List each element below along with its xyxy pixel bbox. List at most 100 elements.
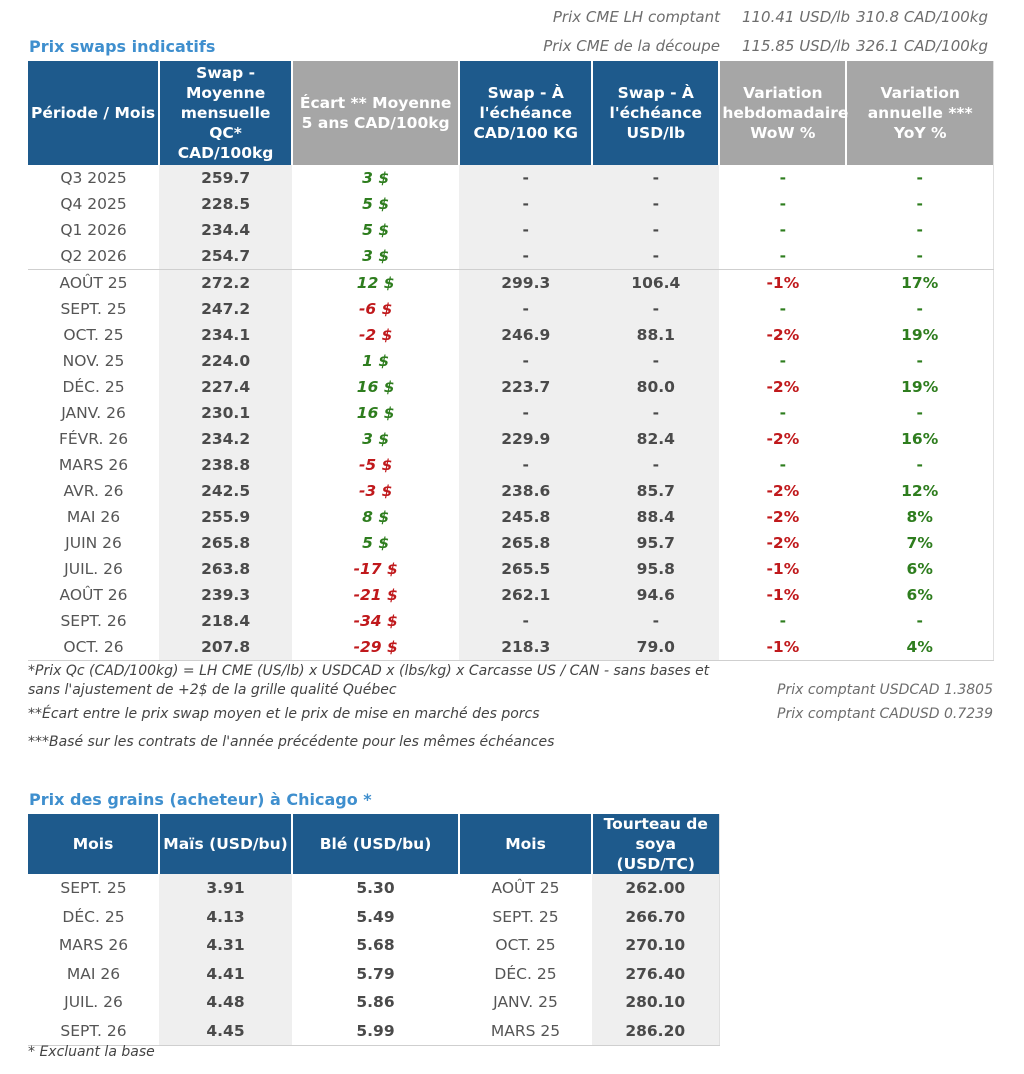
usdcad-rate: Prix comptant USDCAD 1.3805 [777, 682, 993, 698]
footnote-1-line-2: sans l'ajustement de +2$ de la grille qu… [28, 682, 397, 698]
cell-wow: -1% [766, 586, 800, 604]
cell-mais: 4.45 [159, 1016, 292, 1046]
table-row: DÉC. 25 227.4 16 $ 223.7 80.0 -2% 19% [28, 374, 994, 400]
cell-swap-cad: 299.3 [459, 269, 593, 296]
header-mais: Maïs (USD/bu) [158, 814, 292, 874]
cell-periode: DÉC. 25 [62, 378, 125, 396]
cell-swap-moyenne: 227.4 [159, 374, 293, 400]
grains-header-row: Mois Maïs (USD/bu) Blé (USD/bu) Mois Tou… [28, 814, 719, 874]
cell-yoy: 19% [901, 378, 939, 396]
table-row: SEPT. 25 247.2 -6 $ - - - - [28, 296, 994, 322]
cell-periode: JUIN 26 [65, 534, 122, 552]
cell-swap-usd: - [592, 452, 720, 478]
cell-ecart: -17 $ [353, 560, 398, 578]
cell-wow: -2% [766, 326, 800, 344]
cell-swap-cad: - [459, 217, 593, 243]
cell-wow: - [779, 456, 787, 474]
grains-table: Mois Maïs (USD/bu) Blé (USD/bu) Mois Tou… [28, 814, 720, 1046]
cell-wow: -2% [766, 378, 800, 396]
table-row: Q3 2025 259.7 3 $ - - - - [28, 165, 994, 191]
cell-ecart: -34 $ [353, 612, 398, 630]
cell-swap-moyenne: 238.8 [159, 452, 293, 478]
cell-tourteau: 276.40 [592, 959, 719, 988]
table-row: MARS 26 4.31 5.68 OCT. 25 270.10 [28, 931, 719, 960]
cell-swap-moyenne: 255.9 [159, 504, 293, 530]
cell-swap-cad: 218.3 [459, 634, 593, 661]
cell-periode: SEPT. 25 [60, 300, 127, 318]
cell-swap-usd: 82.4 [592, 426, 720, 452]
cell-periode: AOÛT 26 [59, 586, 128, 604]
cme-lh-usd: 110.41 USD/lb [741, 8, 850, 26]
cell-swap-moyenne: 230.1 [159, 400, 293, 426]
header-mois-grains: Mois [28, 814, 159, 874]
cell-periode: OCT. 26 [63, 638, 124, 656]
cell-swap-moyenne: 234.1 [159, 322, 293, 348]
cell-periode: AVR. 26 [63, 482, 124, 500]
footnote-1-line-1: *Prix Qc (CAD/100kg) = LH CME (US/lb) x … [28, 663, 710, 679]
cell-swap-moyenne: 234.2 [159, 426, 293, 452]
cell-swap-cad: 246.9 [459, 322, 593, 348]
cell-swap-cad: - [459, 165, 593, 191]
cell-ble: 5.68 [356, 936, 395, 955]
cell-swap-moyenne: 207.8 [159, 634, 293, 661]
cell-mois-soya: AOÛT 25 [491, 879, 560, 898]
table-row: JUIN 26 265.8 5 $265.8 95.7 -2% 7% [28, 530, 994, 556]
cell-ecart: 16 $ [356, 404, 395, 422]
cell-yoy: - [916, 169, 923, 187]
cell-mais: 4.48 [159, 988, 292, 1017]
cell-yoy: - [916, 221, 923, 239]
cell-yoy: - [916, 404, 923, 422]
cell-yoy: - [916, 247, 923, 265]
cell-ecart: -21 $ [353, 586, 398, 604]
cell-periode: JUIL. 26 [64, 560, 123, 578]
cell-swap-usd: 95.7 [592, 530, 720, 556]
cell-swap-cad: - [459, 348, 593, 374]
table-row: SEPT. 26 4.45 5.99 MARS 25 286.20 [28, 1016, 719, 1046]
cell-yoy: - [916, 300, 923, 318]
cell-mois: SEPT. 25 [60, 879, 127, 898]
header-ble: Blé (USD/bu) [291, 814, 459, 874]
cell-swap-moyenne: 265.8 [159, 530, 293, 556]
cell-yoy: - [916, 352, 923, 370]
cell-swap-usd: - [592, 348, 720, 374]
cell-tourteau: 280.10 [592, 988, 719, 1017]
cell-mois-soya: SEPT. 25 [492, 907, 559, 926]
cell-swap-cad: 262.1 [459, 582, 593, 608]
cell-swap-usd: - [592, 217, 720, 243]
cell-yoy: - [916, 195, 923, 213]
cell-periode: MAI 26 [66, 508, 121, 526]
table-row: JUIL. 26 4.48 5.86 JANV. 25 280.10 [28, 988, 719, 1017]
cell-wow: - [779, 195, 787, 213]
cell-ble: 5.79 [356, 964, 395, 983]
cell-wow: - [779, 169, 787, 187]
cell-swap-cad: - [459, 191, 593, 217]
cell-swap-usd: 79.0 [592, 634, 720, 661]
cell-swap-cad: 265.5 [459, 556, 593, 582]
cell-swap-usd: - [592, 400, 720, 426]
grains-section-title: Prix des grains (acheteur) à Chicago * [29, 790, 372, 809]
table-row: DÉC. 25 4.13 5.49 SEPT. 25 266.70 [28, 902, 719, 931]
table-row: JUIL. 26 263.8 -17 $ 265.5 95.8 -1% 6% [28, 556, 994, 582]
footnote-1: *Prix Qc (CAD/100kg) = LH CME (US/lb) x … [28, 662, 709, 700]
table-row: Q2 2026 254.7 3 $ - - - - [28, 243, 994, 270]
cell-mois: DÉC. 25 [62, 907, 125, 926]
swap-body: Q3 2025 259.7 3 $ - - - - Q4 2025 228.5 5 $ - - - - Q1… [28, 165, 994, 661]
cell-swap-usd: 88.4 [592, 504, 720, 530]
cell-swap-cad: - [459, 608, 593, 634]
cell-yoy: 4% [906, 638, 933, 656]
cell-yoy: 17% [846, 269, 994, 296]
cell-swap-usd: - [592, 191, 720, 217]
cell-yoy: - [916, 456, 923, 474]
cell-wow: - [779, 247, 787, 265]
cell-periode: FÉVR. 26 [58, 430, 129, 448]
cell-wow: - [779, 221, 787, 239]
cell-tourteau: 262.00 [592, 874, 719, 903]
cell-wow: - [779, 300, 787, 318]
cell-wow: -1% [766, 560, 800, 578]
cell-yoy: 19% [901, 326, 939, 344]
cell-swap-cad: - [459, 243, 593, 270]
cell-wow: - [779, 612, 787, 630]
table-row: SEPT. 25 3.91 5.30 AOÛT 25 262.00 [28, 874, 719, 903]
table-row: Q4 2025 228.5 5 $ - - - - [28, 191, 994, 217]
table-row: AOÛT 25 272.2 12 $299.3 106.4 -1% 17% [28, 269, 994, 296]
